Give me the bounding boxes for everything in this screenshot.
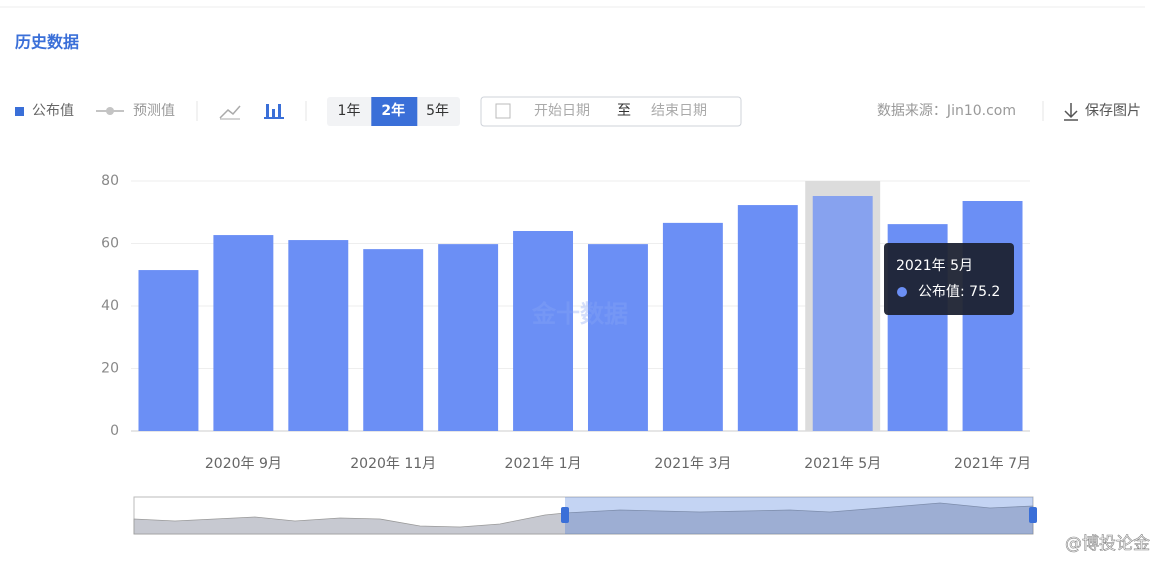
y-tick-label: 80 xyxy=(101,173,119,189)
bar[interactable] xyxy=(438,244,499,431)
zoom-selection[interactable] xyxy=(565,497,1033,534)
watermark: 金十数据 xyxy=(531,300,628,328)
bar[interactable] xyxy=(213,235,274,431)
bar-chart-icon[interactable] xyxy=(264,104,284,119)
x-tick-label: 2021年 3月 xyxy=(654,456,731,472)
legend-label[interactable]: 预测值 xyxy=(133,103,175,119)
x-tick-label: 2020年 11月 xyxy=(350,456,436,472)
range-button[interactable]: 5年 xyxy=(426,103,449,119)
bar[interactable] xyxy=(962,201,1023,431)
x-tick-label: 2021年 5月 xyxy=(804,456,881,472)
range-button[interactable]: 1年 xyxy=(338,103,361,119)
tooltip-dot xyxy=(897,287,907,297)
legend-swatch[interactable] xyxy=(106,107,114,115)
date-end[interactable]: 结束日期 xyxy=(651,103,707,119)
date-to: 至 xyxy=(617,103,631,119)
tooltip xyxy=(884,243,1014,315)
download-icon[interactable] xyxy=(1064,103,1078,121)
range-active[interactable] xyxy=(371,97,418,126)
y-tick-label: 20 xyxy=(101,361,119,377)
y-tick-label: 60 xyxy=(101,236,119,252)
range-button[interactable]: 2年 xyxy=(381,102,405,119)
bar[interactable] xyxy=(737,205,798,431)
legend-swatch[interactable] xyxy=(15,107,24,116)
calendar-icon xyxy=(495,103,511,119)
bar[interactable] xyxy=(513,231,574,431)
x-tick-label: 2021年 7月 xyxy=(954,456,1031,472)
bar[interactable] xyxy=(138,270,199,431)
x-tick-label: 2021年 1月 xyxy=(505,456,582,472)
bar[interactable] xyxy=(587,244,648,431)
tooltip-value: 公布值: 75.2 xyxy=(918,284,1000,300)
section-title: 历史数据 xyxy=(15,33,79,52)
bar[interactable] xyxy=(363,249,424,431)
y-tick-label: 0 xyxy=(110,423,119,439)
bar[interactable] xyxy=(288,240,349,431)
tooltip-title: 2021年 5月 xyxy=(896,258,973,274)
bar[interactable] xyxy=(812,196,873,431)
y-tick-label: 40 xyxy=(101,298,119,314)
corner-watermark: @博投论金 xyxy=(1065,534,1150,554)
x-tick-label: 2020年 9月 xyxy=(205,456,282,472)
date-start[interactable]: 开始日期 xyxy=(534,103,590,119)
date-range-box[interactable] xyxy=(480,96,742,127)
line-chart-icon[interactable] xyxy=(219,105,241,119)
zoom-preview xyxy=(133,502,1034,535)
source: 数据来源：Jin10.com xyxy=(877,103,1016,119)
zoom-handle[interactable] xyxy=(561,507,569,523)
zoom-handle[interactable] xyxy=(1029,507,1037,523)
legend-label[interactable]: 公布值 xyxy=(32,103,74,119)
save-button[interactable]: 保存图片 xyxy=(1085,103,1141,119)
bar[interactable] xyxy=(662,222,723,431)
